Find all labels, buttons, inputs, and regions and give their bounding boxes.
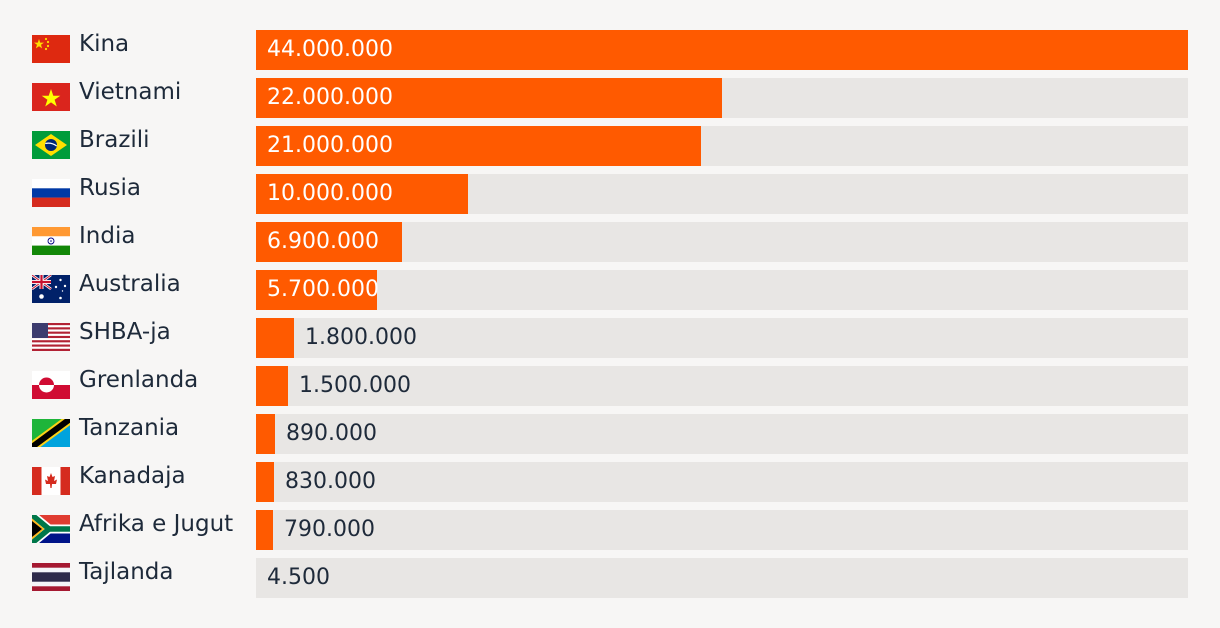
vietnam-flag-icon (32, 83, 70, 111)
value-label: 44.000.000 (267, 37, 393, 62)
australia-flag-icon (32, 275, 70, 303)
greenland-flag-icon (32, 371, 70, 399)
bar (256, 318, 294, 358)
bar-track: 22.000.000 (256, 78, 1188, 118)
chart-row: Grenlanda 1.500.000 (0, 366, 1220, 406)
category-label: Brazili (79, 127, 150, 153)
bar-track: 44.000.000 (256, 30, 1188, 70)
canada-flag-icon (32, 467, 70, 495)
bar (256, 222, 402, 262)
value-label: 5.700.000 (267, 277, 379, 302)
category-label: Australia (79, 271, 181, 297)
category-label: Vietnami (79, 79, 182, 105)
value-label: 1.500.000 (299, 373, 411, 398)
chart-row: Australia 5.700.000 (0, 270, 1220, 310)
bar-track: 830.000 (256, 462, 1188, 502)
chart-row: Kina 44.000.000 (0, 30, 1220, 70)
bar-track: 1.800.000 (256, 318, 1188, 358)
bar (256, 174, 468, 214)
value-label: 6.900.000 (267, 229, 379, 254)
chart-row: India 6.900.000 (0, 222, 1220, 262)
bar-track: 1.500.000 (256, 366, 1188, 406)
bar (256, 78, 722, 118)
bar (256, 462, 274, 502)
category-label: Afrika e Jugut (79, 511, 234, 537)
chart-row: SHBA-ja 1.800.000 (0, 318, 1220, 358)
thailand-flag-icon (32, 563, 70, 591)
category-label: Kina (79, 31, 130, 57)
bar (256, 270, 377, 310)
value-label: 10.000.000 (267, 181, 393, 206)
value-label: 830.000 (285, 469, 376, 494)
bar (256, 510, 273, 550)
bar (256, 366, 288, 406)
chart-row: Kanadaja 830.000 (0, 462, 1220, 502)
chart-row: Rusia 10.000.000 (0, 174, 1220, 214)
value-label: 21.000.000 (267, 133, 393, 158)
south-africa-flag-icon (32, 515, 70, 543)
bar (256, 414, 275, 454)
category-label: Tanzania (79, 415, 180, 441)
value-label: 790.000 (284, 517, 375, 542)
bar-track: 6.900.000 (256, 222, 1188, 262)
chart-row: Tanzania 890.000 (0, 414, 1220, 454)
category-label: Kanadaja (79, 463, 186, 489)
bar (256, 30, 1188, 70)
usa-flag-icon (32, 323, 70, 351)
bar-track: 21.000.000 (256, 126, 1188, 166)
tanzania-flag-icon (32, 419, 70, 447)
category-label: SHBA-ja (79, 319, 171, 345)
value-label: 1.800.000 (305, 325, 417, 350)
russia-flag-icon (32, 179, 70, 207)
value-label: 4.500 (267, 565, 330, 590)
bar-track: 5.700.000 (256, 270, 1188, 310)
category-label: Rusia (79, 175, 141, 201)
india-flag-icon (32, 227, 70, 255)
china-flag-icon (32, 35, 70, 63)
bar-track: 10.000.000 (256, 174, 1188, 214)
chart-row: Afrika e Jugut 790.000 (0, 510, 1220, 550)
brazil-flag-icon (32, 131, 70, 159)
value-label: 22.000.000 (267, 85, 393, 110)
bar (256, 126, 701, 166)
value-label: 890.000 (286, 421, 377, 446)
chart-row: Vietnami 22.000.000 (0, 78, 1220, 118)
category-label: India (79, 223, 136, 249)
bar-track: 4.500 (256, 558, 1188, 598)
bar-track: 790.000 (256, 510, 1188, 550)
category-label: Tajlanda (79, 559, 174, 585)
bar-track: 890.000 (256, 414, 1188, 454)
chart-row: Tajlanda 4.500 (0, 558, 1220, 598)
chart-row: Brazili 21.000.000 (0, 126, 1220, 166)
category-label: Grenlanda (79, 367, 199, 393)
